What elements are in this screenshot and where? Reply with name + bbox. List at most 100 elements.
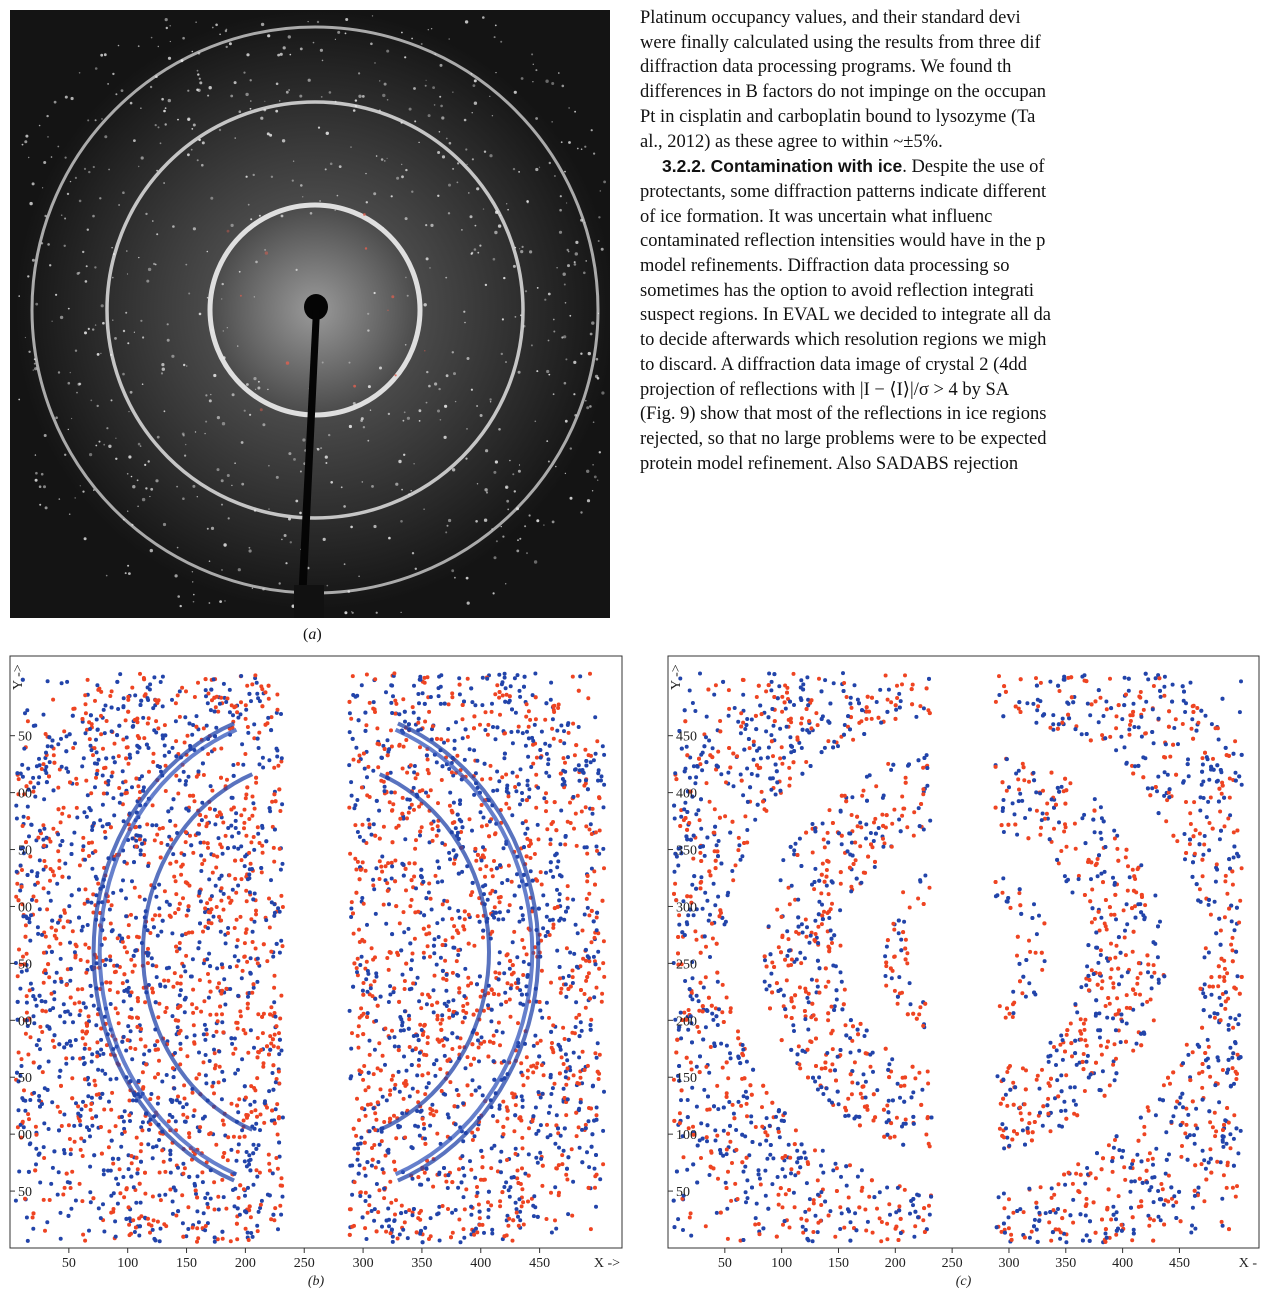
point-blue — [167, 834, 172, 839]
point-blue — [187, 721, 192, 726]
point-blue — [108, 958, 113, 963]
diffraction-spot — [222, 356, 226, 360]
point-red — [74, 781, 79, 786]
point-blue — [88, 743, 93, 748]
point-blue — [52, 997, 57, 1002]
point-blue — [203, 1037, 208, 1042]
diffraction-spot — [398, 459, 402, 464]
text-line: Pt in cisplatin and carboplatin bound to… — [640, 106, 1036, 127]
diffraction-spot — [218, 128, 222, 132]
point-red — [394, 825, 399, 830]
diffraction-spot — [452, 167, 455, 170]
point-red — [206, 752, 211, 756]
point-blue — [457, 692, 462, 697]
point-blue — [177, 778, 182, 783]
point-red — [521, 1222, 526, 1227]
point-blue — [467, 747, 472, 752]
point-red — [185, 1115, 190, 1120]
diffraction-spot — [330, 481, 334, 484]
point-blue — [110, 928, 115, 933]
diffraction-spot — [589, 332, 593, 336]
point-red — [426, 794, 431, 799]
diffraction-spot — [122, 372, 125, 376]
point-blue — [372, 1218, 377, 1223]
point-red — [41, 980, 46, 985]
point-blue — [68, 1012, 73, 1017]
point-blue — [585, 787, 590, 792]
point-red — [276, 1045, 281, 1050]
point-blue — [431, 988, 436, 993]
point-red — [250, 940, 255, 944]
point-red — [414, 838, 418, 843]
point-red — [197, 1072, 202, 1077]
point-red — [31, 789, 36, 794]
point-blue — [480, 675, 485, 680]
point-red — [61, 1192, 66, 1197]
point-red — [272, 859, 277, 864]
diffraction-spot — [183, 363, 186, 367]
point-red — [566, 987, 571, 991]
diffraction-spot — [348, 424, 352, 429]
point-blue — [442, 1166, 446, 1170]
diffraction-spot — [94, 324, 97, 326]
point-red — [133, 1047, 138, 1051]
point-blue — [175, 1025, 180, 1030]
point-red — [101, 746, 105, 751]
point-blue — [256, 746, 261, 750]
point-blue — [108, 1002, 113, 1006]
diffraction-spot — [259, 408, 263, 412]
point-blue — [255, 736, 260, 741]
point-blue — [446, 727, 451, 731]
point-blue — [46, 1127, 51, 1131]
point-blue — [77, 1013, 82, 1018]
diffraction-spot — [465, 457, 468, 460]
diffraction-spot — [505, 486, 508, 489]
point-red — [87, 737, 92, 742]
diffraction-spot — [471, 112, 473, 114]
diffraction-spot — [260, 22, 265, 27]
point-red — [556, 1131, 561, 1136]
point-red — [387, 800, 392, 805]
point-blue — [160, 736, 165, 741]
point-red — [148, 1097, 153, 1102]
point-red — [129, 912, 133, 917]
point-red — [511, 970, 516, 975]
point-red — [533, 717, 538, 722]
point-blue — [420, 691, 425, 696]
point-blue — [267, 1193, 272, 1198]
diffraction-spot — [408, 493, 411, 496]
point-blue — [211, 677, 216, 682]
diffraction-spot — [545, 79, 549, 83]
point-blue — [236, 883, 241, 888]
point-blue — [260, 755, 265, 760]
point-red — [428, 954, 432, 959]
point-red — [245, 1006, 250, 1011]
point-blue — [26, 766, 31, 771]
point-red — [262, 1120, 267, 1125]
point-red — [425, 1035, 430, 1040]
diffraction-spot — [428, 384, 431, 388]
point-red — [480, 777, 485, 782]
diffraction-spot — [569, 447, 572, 450]
point-blue — [442, 740, 446, 745]
point-blue — [453, 855, 458, 859]
point-red — [535, 1041, 540, 1046]
diffraction-spot — [163, 109, 166, 113]
point-red — [78, 1147, 83, 1152]
diffraction-spot — [115, 437, 117, 439]
point-red — [195, 1195, 200, 1200]
point-red — [147, 769, 151, 774]
point-red — [564, 1172, 569, 1177]
diffraction-spot — [470, 72, 473, 75]
diffraction-spot — [425, 224, 428, 227]
point-blue — [273, 1080, 278, 1085]
point-blue — [497, 910, 502, 915]
diffraction-spot — [191, 50, 194, 53]
point-blue — [180, 1221, 185, 1226]
point-red — [531, 761, 536, 766]
diffraction-spot — [125, 311, 128, 314]
point-red — [95, 1054, 100, 1059]
diffraction-spot — [351, 611, 354, 614]
point-blue — [411, 710, 416, 715]
point-blue — [518, 988, 523, 993]
